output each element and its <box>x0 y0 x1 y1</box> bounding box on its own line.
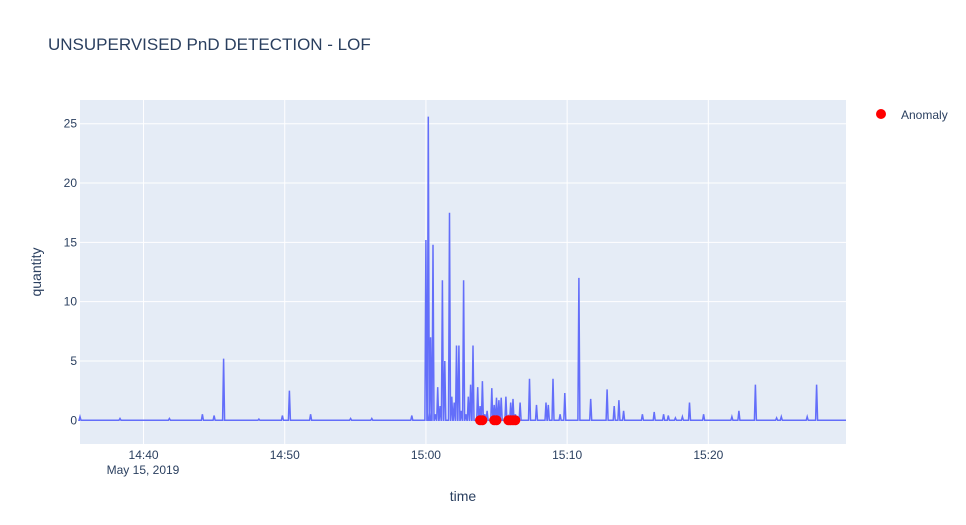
anomaly-point[interactable] <box>491 415 502 426</box>
x-tick-label: 15:10 <box>552 448 582 462</box>
anomaly-point[interactable] <box>477 415 488 426</box>
anomaly-point[interactable] <box>510 415 521 426</box>
y-axis-ticks: 0 5 10 15 20 25 <box>64 117 78 428</box>
x-tick-label: 14:50 <box>270 448 300 462</box>
y-tick-label: 25 <box>64 117 78 131</box>
x-date-label: May 15, 2019 <box>107 463 180 477</box>
legend[interactable]: Anomaly <box>876 108 948 122</box>
x-tick-label: 15:20 <box>693 448 723 462</box>
y-tick-label: 0 <box>70 413 77 427</box>
y-axis-title: quantity <box>28 247 44 296</box>
chart-title: UNSUPERVISED PnD DETECTION - LOF <box>48 35 371 54</box>
legend-label-anomaly: Anomaly <box>901 108 948 122</box>
x-tick-label: 15:00 <box>411 448 441 462</box>
y-tick-label: 15 <box>64 235 78 249</box>
y-tick-label: 10 <box>64 295 78 309</box>
y-tick-label: 5 <box>70 354 77 368</box>
legend-marker-anomaly <box>876 109 886 119</box>
series-line <box>78 116 846 422</box>
x-axis-ticks: 14:40 14:50 15:00 15:10 15:20 <box>129 448 724 462</box>
quantity-line <box>78 116 846 422</box>
anomaly-points <box>475 415 521 426</box>
x-tick-label: 14:40 <box>129 448 159 462</box>
x-axis-title: time <box>450 488 477 504</box>
y-tick-label: 20 <box>64 176 78 190</box>
